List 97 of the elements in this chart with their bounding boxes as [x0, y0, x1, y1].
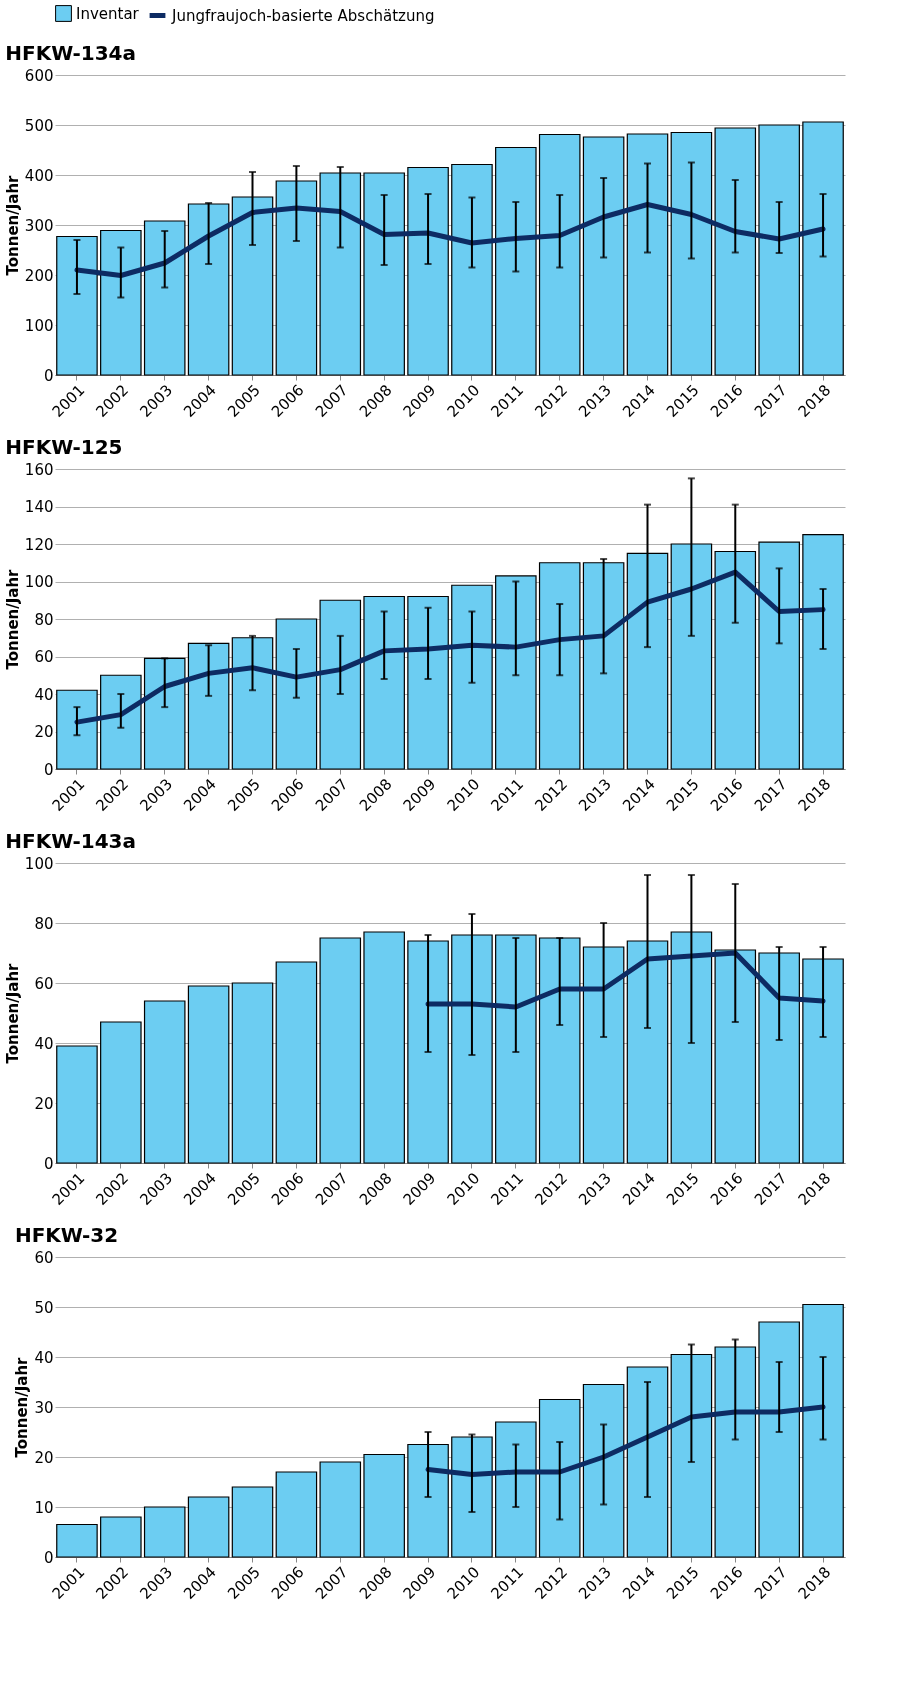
- bar: [100, 1516, 142, 1558]
- y-tick-label: 140: [24, 498, 54, 516]
- bar: [758, 541, 800, 770]
- bar: [407, 595, 449, 770]
- y-tick-label: 40: [34, 1348, 54, 1367]
- bar: [100, 674, 142, 770]
- bar: [56, 1523, 98, 1558]
- bar: [275, 961, 318, 1164]
- bar: [538, 937, 581, 1164]
- bar: [100, 1021, 142, 1164]
- bar: [714, 127, 757, 376]
- bar: [407, 940, 449, 1164]
- bar: [582, 136, 625, 376]
- y-axis-title: Tonnen/Jahr: [3, 962, 22, 1064]
- y-tick-label: 20: [34, 1448, 54, 1467]
- bar: [802, 1303, 844, 1558]
- chart-title: HFKW-143a: [5, 829, 136, 853]
- bar: [495, 146, 537, 376]
- bar: [538, 562, 581, 770]
- bar: [670, 131, 713, 376]
- bar: [100, 229, 142, 376]
- bar: [143, 1506, 186, 1558]
- bar: [187, 642, 230, 770]
- bar: [363, 172, 405, 376]
- bar: [143, 1000, 186, 1164]
- y-axis-title: Tonnen/Jahr: [3, 568, 22, 670]
- bar: [231, 637, 274, 770]
- y-tick-label: 20: [34, 1094, 54, 1113]
- bar: [56, 1045, 98, 1164]
- y-axis-title: Tonnen/Jahr: [3, 174, 22, 276]
- bar: [187, 985, 230, 1164]
- y-tick-label: 80: [34, 610, 54, 629]
- bar: [319, 1461, 362, 1558]
- bar: [538, 133, 581, 376]
- y-tick-label: 500: [24, 116, 54, 135]
- y-tick-label: 200: [24, 266, 54, 285]
- y-tick-label: 40: [34, 1034, 54, 1053]
- bar: [495, 934, 537, 1164]
- y-tick-label: 20: [34, 723, 54, 741]
- bar: [363, 595, 405, 770]
- bar: [319, 937, 362, 1164]
- y-axis-title: Tonnen/Jahr: [13, 1356, 32, 1458]
- bar: [451, 584, 493, 770]
- bar: [582, 562, 625, 770]
- y-tick-label: 0: [43, 1548, 54, 1567]
- bar: [758, 952, 800, 1164]
- bar: [363, 931, 405, 1164]
- y-tick-label: 100: [24, 854, 54, 873]
- bar: [56, 235, 98, 376]
- y-tick-label: 0: [43, 1154, 54, 1173]
- bar: [187, 1496, 230, 1558]
- legend-label: Inventar: [76, 4, 140, 23]
- bar: [231, 1486, 274, 1558]
- y-tick-label: 80: [34, 914, 54, 933]
- bar: [143, 220, 186, 376]
- bar: [495, 575, 537, 770]
- bar: [451, 163, 493, 376]
- bar: [758, 1321, 800, 1558]
- bar: [626, 1366, 669, 1558]
- bar: [538, 1398, 581, 1558]
- y-tick-label: 100: [24, 316, 54, 335]
- y-tick-label: 300: [24, 216, 54, 235]
- bar: [451, 1436, 493, 1558]
- y-tick-label: 40: [34, 685, 54, 704]
- bar: [319, 172, 362, 376]
- y-tick-label: 160: [24, 460, 54, 479]
- bar: [363, 1453, 405, 1558]
- bar: [626, 133, 669, 376]
- legend-label: Jungfraujoch-basierte Abschätzung: [171, 6, 435, 25]
- y-tick-label: 60: [34, 974, 54, 993]
- bar: [56, 689, 98, 770]
- bar: [802, 534, 844, 770]
- y-tick-label: 60: [34, 648, 54, 666]
- bar: [187, 203, 230, 376]
- bar: [319, 599, 362, 770]
- y-tick-label: 400: [24, 166, 54, 185]
- chart-title: HFKW-125: [5, 435, 123, 459]
- y-tick-label: 0: [43, 760, 54, 779]
- bar: [275, 618, 318, 770]
- bar: [407, 166, 449, 376]
- y-tick-label: 60: [34, 1248, 54, 1267]
- bar: [495, 1421, 537, 1558]
- y-tick-label: 50: [34, 1298, 54, 1317]
- y-tick-label: 100: [24, 573, 54, 591]
- chart-title: HFKW-32: [14, 1223, 119, 1247]
- bar: [143, 657, 186, 770]
- y-tick-label: 10: [34, 1498, 54, 1517]
- bar: [802, 121, 844, 376]
- y-tick-label: 30: [34, 1398, 54, 1417]
- y-tick-label: 600: [24, 66, 54, 85]
- bar: [231, 982, 274, 1164]
- chart-title: HFKW-134a: [5, 41, 136, 65]
- bar: [582, 1383, 625, 1558]
- bar: [758, 124, 800, 376]
- y-tick-label: 0: [43, 366, 54, 385]
- y-tick-label: 120: [24, 535, 54, 554]
- bar: [275, 1471, 318, 1558]
